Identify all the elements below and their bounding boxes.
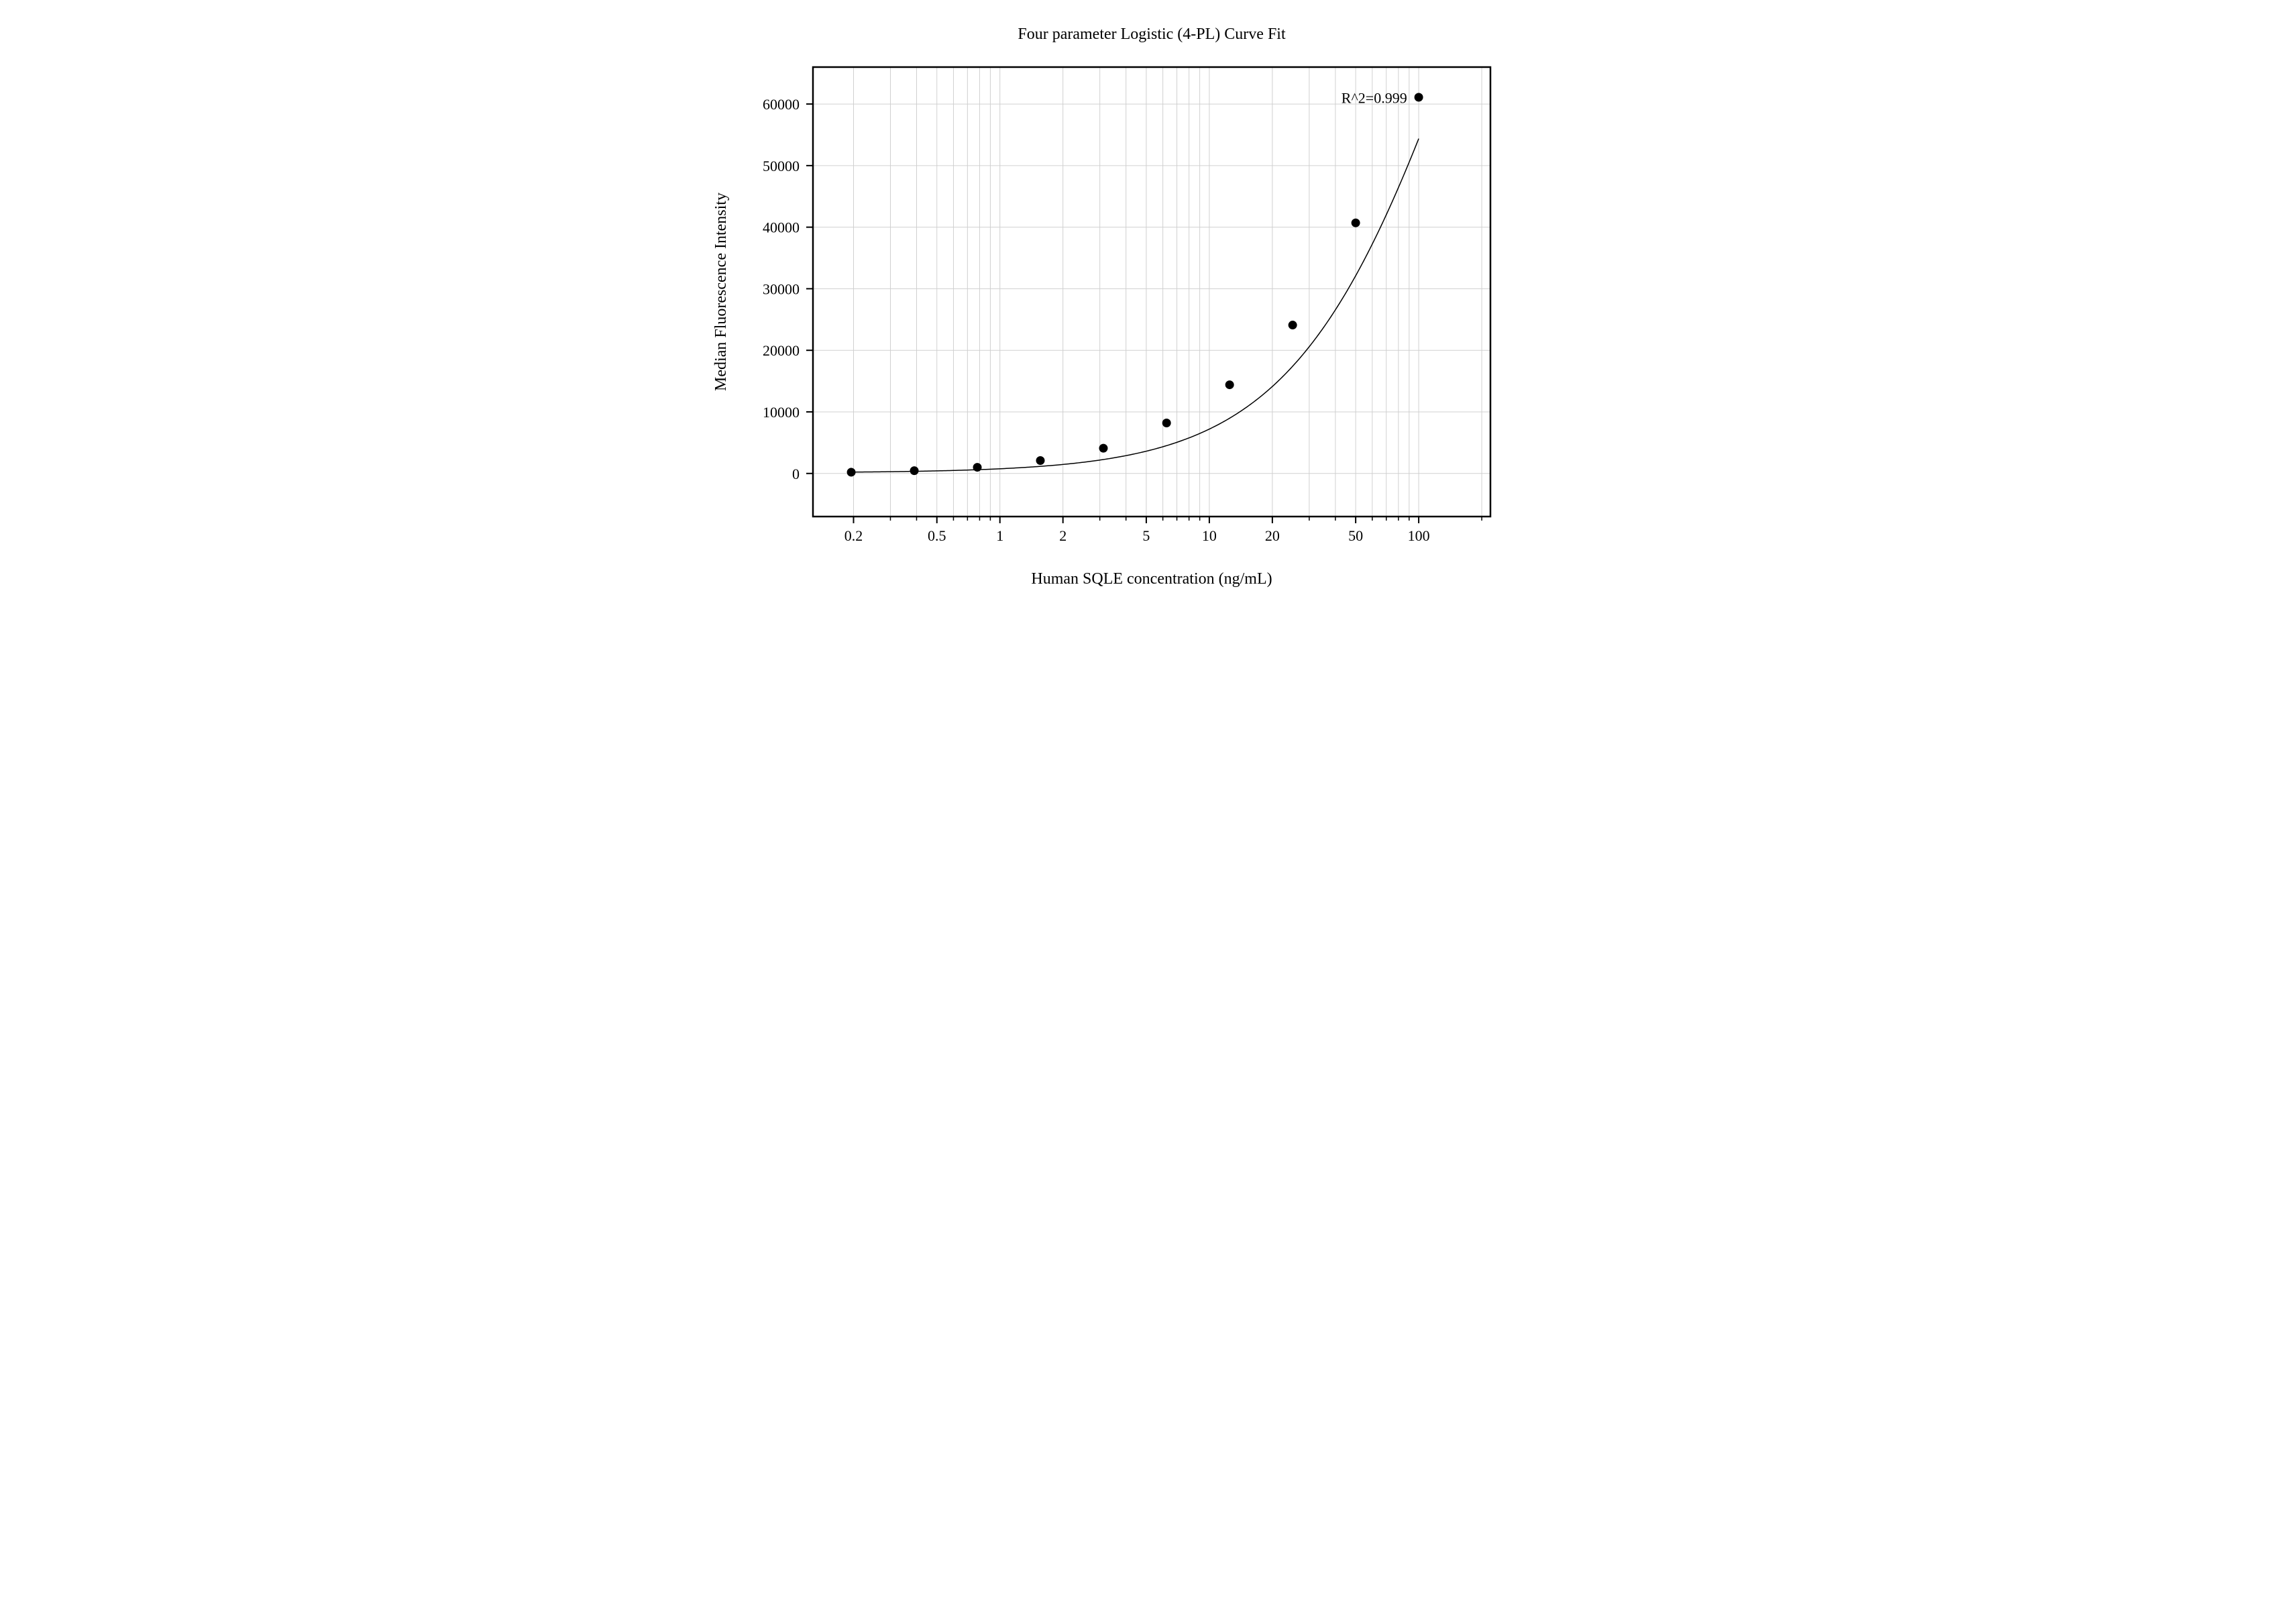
chart-title: Four parameter Logistic (4-PL) Curve Fit [1018,25,1286,43]
y-tick-label: 20000 [763,342,800,359]
x-tick-label: 5 [1142,527,1150,544]
data-point [1099,444,1107,452]
data-point [973,464,981,472]
data-point [1289,321,1297,329]
y-tick-label: 50000 [763,158,800,174]
grid [813,67,1490,517]
data-point [1036,456,1044,464]
x-tick-label: 50 [1348,527,1363,544]
r-squared-annotation: R^2=0.999 [1341,90,1407,107]
x-axis-label: Human SQLE concentration (ng/mL) [1031,570,1272,588]
x-tick-label: 100 [1407,527,1429,544]
data-point [1162,419,1170,427]
data-point [910,467,918,475]
data-point [1415,93,1423,101]
x-tick-label: 10 [1201,527,1216,544]
plot-border [813,67,1490,517]
data-point [1225,381,1234,389]
y-tick-label: 10000 [763,404,800,421]
data-point [847,468,855,476]
x-tick-label: 0.2 [844,527,863,544]
x-tick-label: 0.5 [927,527,946,544]
data-points [847,93,1423,476]
y-tick-label: 30000 [763,280,800,297]
x-tick-label: 20 [1264,527,1279,544]
y-axis-label: Median Fluorescence Intensity [712,193,730,391]
chart-svg: 0.2 0.5 1 2 5 10 20 50 100 0 10000 20000 30000 40000 5… [679,0,1618,656]
y-tick-label: 60000 [763,96,800,113]
x-tick-label: 1 [996,527,1003,544]
y-tick-label: 0 [792,466,800,482]
fit-curve [851,139,1419,472]
y-tick-label: 40000 [763,219,800,236]
x-tick-label: 2 [1059,527,1067,544]
chart-container: 0.2 0.5 1 2 5 10 20 50 100 0 10000 20000 30000 40000 5… [679,0,1618,656]
data-point [1352,219,1360,227]
